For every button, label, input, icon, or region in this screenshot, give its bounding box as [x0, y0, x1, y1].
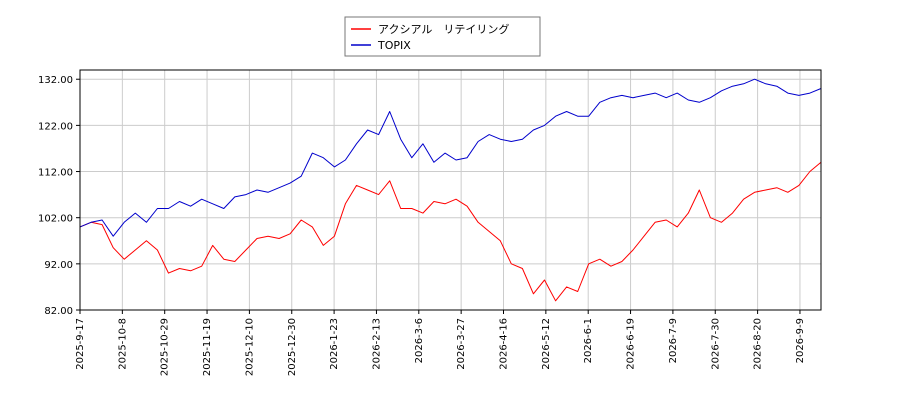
x-tick-label: 2026-6-1	[583, 318, 594, 363]
legend-box	[344, 16, 541, 57]
y-tick-label: 122.00	[38, 121, 73, 132]
x-tick-label: 2026-6-19	[626, 318, 637, 370]
x-tick-label: 2026-7-9	[668, 318, 679, 363]
x-tick-label: 2026-7-30	[710, 318, 721, 370]
y-tick-label: 112.00	[38, 168, 73, 179]
x-tick-label: 2025-10-8	[117, 318, 128, 370]
x-tick-label: 2025-11-19	[202, 318, 213, 376]
x-axis: 2025-9-17 2025-10-8 2025-10-29 2025-11-19 20…	[75, 310, 806, 376]
series-line-topix	[79, 78, 822, 237]
x-tick-label: 2026-8-20	[753, 318, 764, 370]
plot-frame	[79, 69, 822, 311]
grid-lines	[79, 70, 821, 311]
x-tick-label: 2026-3-27	[456, 318, 467, 370]
x-tick-label: 2026-4-16	[499, 318, 510, 370]
x-tick-label: 2025-9-17	[75, 318, 86, 370]
series-line-axial-retailing	[79, 161, 822, 302]
x-tick-label: 2025-12-30	[287, 318, 298, 376]
legend-label-topix: TOPIX	[377, 39, 411, 52]
x-tick-label: 2026-2-13	[371, 318, 382, 370]
y-tick-label: 102.00	[38, 214, 73, 225]
x-tick-label: 2026-3-6	[414, 318, 425, 363]
x-tick-label: 2026-1-23	[329, 318, 340, 370]
series-lines	[79, 78, 822, 302]
y-axis: 82.00 92.00 102.00 112.00 122.00 132.00	[38, 75, 80, 317]
legend: アクシアル リテイリング TOPIX	[344, 16, 541, 57]
y-tick-label: 82.00	[44, 306, 73, 317]
y-tick-label: 92.00	[44, 260, 73, 271]
x-tick-label: 2025-12-10	[244, 318, 255, 376]
y-tick-label: 132.00	[38, 75, 73, 86]
x-tick-label: 2025-10-29	[160, 318, 171, 376]
x-tick-label: 2026-5-12	[541, 318, 552, 370]
legend-label-axial-retailing: アクシアル リテイリング	[378, 22, 509, 36]
x-tick-label: 2026-9-9	[795, 318, 806, 363]
